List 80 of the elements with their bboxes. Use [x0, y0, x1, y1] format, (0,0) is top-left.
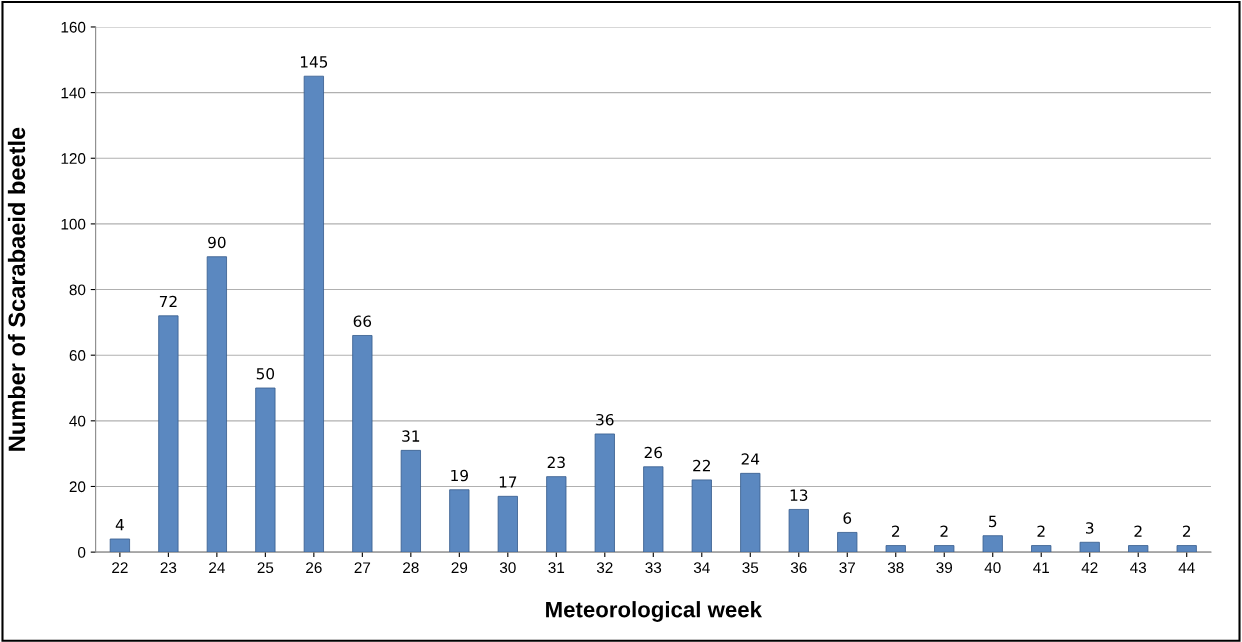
x-tick-label: 26 — [306, 562, 322, 574]
bar — [303, 75, 324, 553]
data-label: 4 — [115, 519, 124, 531]
data-label: 36 — [596, 413, 614, 426]
x-tick-label: 43 — [1130, 562, 1147, 574]
x-tick-label: 38 — [887, 562, 904, 574]
x-tick-label: 44 — [1178, 562, 1195, 573]
bar — [400, 449, 421, 553]
data-label: 50 — [256, 367, 275, 380]
data-label: 23 — [547, 456, 565, 469]
x-tick-label: 23 — [160, 562, 177, 574]
x-tick-label: 33 — [645, 562, 662, 574]
bar — [546, 476, 567, 553]
y-tick-label: 140 — [61, 87, 86, 99]
x-tick-label: 29 — [451, 562, 468, 574]
data-label: 2 — [892, 525, 900, 537]
bar — [1176, 545, 1197, 553]
bar — [837, 532, 858, 553]
bar — [885, 545, 906, 553]
bar — [1031, 545, 1052, 553]
bar — [352, 335, 373, 553]
x-axis-title: Meteorological week — [546, 601, 762, 622]
bar — [206, 256, 227, 553]
y-tick-label: 40 — [69, 415, 86, 427]
data-label: 2 — [1182, 525, 1191, 537]
bar — [788, 509, 809, 553]
y-tick-label: 160 — [61, 21, 86, 33]
data-label: 3 — [1086, 522, 1094, 534]
data-label: 19 — [451, 469, 468, 482]
data-label: 17 — [499, 476, 517, 488]
bar — [1079, 541, 1100, 553]
data-label: 22 — [693, 459, 710, 472]
data-label: 26 — [644, 446, 663, 459]
bar — [594, 433, 615, 553]
x-tick-label: 42 — [1081, 562, 1098, 573]
data-label: 5 — [989, 515, 997, 528]
y-tick-label: 100 — [61, 218, 86, 230]
data-label: 31 — [402, 430, 420, 442]
x-tick-label: 31 — [548, 562, 565, 574]
data-label: 72 — [159, 295, 177, 308]
x-tick-label: 39 — [936, 562, 953, 574]
y-tick-label: 80 — [69, 284, 86, 296]
bar — [691, 479, 712, 553]
data-label: 90 — [208, 236, 226, 249]
data-label: 2 — [1037, 525, 1045, 537]
data-label: 2 — [1134, 525, 1142, 537]
x-tick-label: 25 — [257, 562, 274, 574]
bar — [158, 315, 179, 553]
bar — [255, 387, 276, 553]
data-label: 24 — [741, 453, 760, 465]
x-tick-label: 37 — [839, 562, 855, 574]
data-label: 2 — [940, 525, 948, 537]
bar — [1128, 545, 1149, 553]
bar — [497, 495, 518, 553]
data-label: 13 — [790, 489, 808, 501]
bar — [934, 545, 955, 553]
y-tick-label: 0 — [78, 546, 86, 558]
y-axis-title: Number of Scarabaeid beetle — [7, 127, 26, 451]
x-tick-label: 30 — [499, 562, 516, 574]
x-tick-label: 34 — [693, 562, 710, 574]
x-tick-label: 35 — [742, 562, 759, 574]
x-tick-label: 27 — [354, 562, 371, 573]
y-tick-label: 20 — [69, 481, 86, 493]
data-label: 66 — [353, 315, 372, 327]
data-label: 6 — [843, 512, 852, 524]
x-tick-label: 40 — [984, 562, 1001, 574]
bar — [643, 466, 664, 553]
x-tick-label: 24 — [209, 562, 225, 573]
y-tick-label: 120 — [61, 153, 86, 164]
x-tick-label: 32 — [596, 562, 613, 574]
x-tick-label: 22 — [112, 562, 128, 573]
bar — [740, 472, 761, 553]
bar — [982, 535, 1003, 553]
x-tick-label: 28 — [403, 562, 419, 574]
bar — [109, 538, 130, 553]
x-tick-label: 41 — [1033, 562, 1049, 573]
data-label: 145 — [300, 56, 328, 68]
x-tick-label: 36 — [790, 562, 807, 574]
y-tick-label: 60 — [69, 350, 86, 361]
bar — [449, 489, 470, 553]
